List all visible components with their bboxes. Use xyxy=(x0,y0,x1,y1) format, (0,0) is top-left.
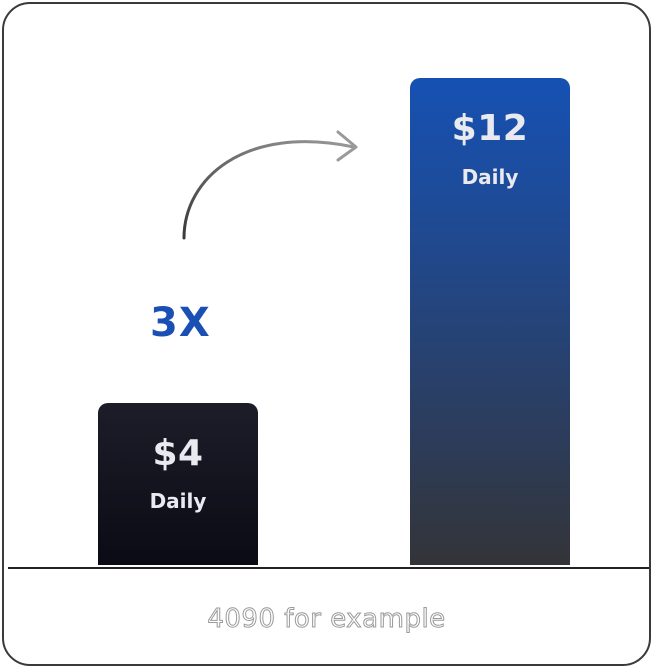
chart-caption: 4090 for example xyxy=(207,604,446,635)
bar-unit-label: Daily xyxy=(149,489,207,513)
growth-arrow-icon xyxy=(182,130,358,240)
bar-12-daily: $12 Daily xyxy=(410,78,570,565)
bar-4-daily: $4 Daily xyxy=(98,403,258,565)
bar-value-label: $4 xyxy=(152,433,204,474)
bar-value-label: $12 xyxy=(451,108,529,149)
multiplier-annotation: 3X xyxy=(150,300,211,346)
bar-unit-label: Daily xyxy=(461,165,519,189)
chart-baseline xyxy=(8,567,649,569)
